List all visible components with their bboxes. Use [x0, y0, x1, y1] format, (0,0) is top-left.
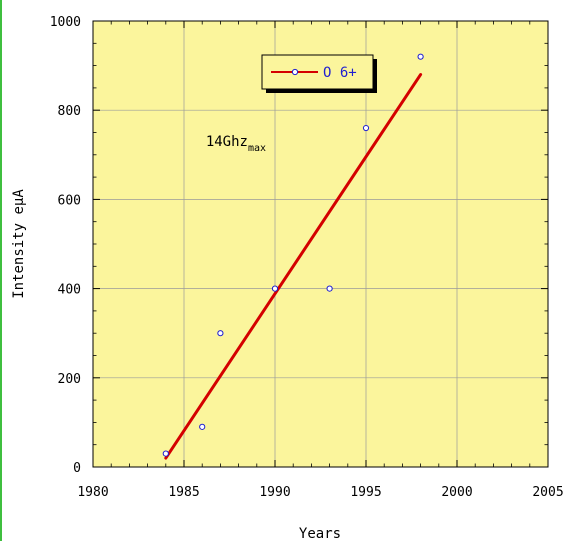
- annotation: 14Ghzmax: [206, 134, 266, 154]
- plot-area: [93, 21, 548, 467]
- y-tick-label: 800: [58, 104, 81, 119]
- y-tick-label: 600: [58, 193, 81, 208]
- annotation-subscript: max: [248, 143, 266, 154]
- fit-line: [164, 73, 423, 460]
- legend-label: O 6+: [323, 65, 357, 81]
- legend-marker: [291, 68, 299, 76]
- data-point: [326, 285, 333, 292]
- y-tick-label: 1000: [50, 15, 81, 30]
- data-point: [417, 53, 424, 60]
- y-tick-label: 400: [58, 283, 81, 298]
- data-point: [199, 423, 206, 430]
- tick-labels: 1980 1985 1990 1995 2000 2005 0 200 400 600 800 100…: [50, 15, 564, 500]
- data-point: [217, 330, 224, 337]
- axis-ticks: [92, 20, 549, 468]
- x-tick-label: 2000: [441, 485, 472, 500]
- x-tick-label: 1985: [168, 485, 199, 500]
- grid: [93, 21, 548, 467]
- data-point: [362, 124, 370, 132]
- y-tick-label: 200: [58, 372, 81, 387]
- data-points: [162, 53, 424, 457]
- y-axis-title: Intensity eμA: [11, 189, 27, 299]
- y-tick-label: 0: [73, 461, 81, 476]
- data-point: [162, 450, 169, 457]
- x-axis-title: Years: [299, 526, 341, 541]
- left-accent-bar: [0, 0, 2, 541]
- data-point: [271, 285, 279, 292]
- x-tick-label: 1995: [350, 485, 381, 500]
- x-tick-label: 2005: [532, 485, 563, 500]
- x-tick-label: 1980: [77, 485, 108, 500]
- legend: O 6+: [261, 54, 377, 93]
- annotation-main: 14Ghz: [206, 134, 248, 150]
- x-tick-label: 1990: [259, 485, 290, 500]
